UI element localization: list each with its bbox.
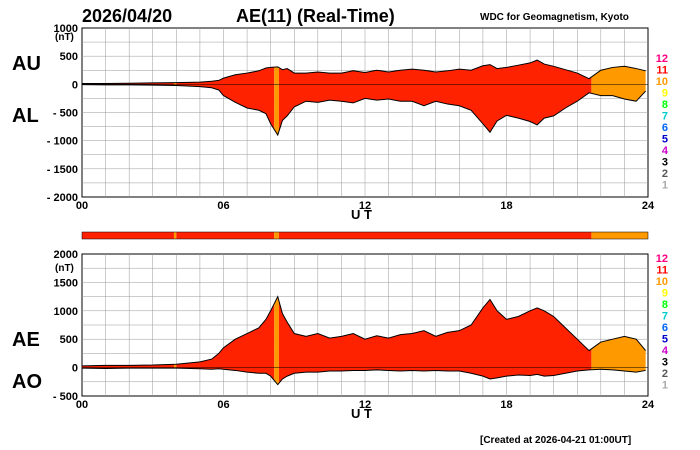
y-unit-label: (nT) bbox=[55, 263, 74, 274]
availability-segment bbox=[173, 232, 177, 239]
lower-series-label: AL bbox=[12, 105, 39, 127]
x-tick-label: 00 bbox=[76, 200, 88, 212]
source-label: WDC for Geomagnetism, Kyoto bbox=[480, 12, 629, 23]
y-tick-label: - 1000 bbox=[47, 136, 78, 148]
y-tick-label: 2000 bbox=[54, 249, 78, 261]
fill-segment bbox=[274, 60, 279, 136]
x-axis-label: U T bbox=[351, 406, 372, 421]
y-tick-label: - 500 bbox=[53, 391, 78, 403]
x-tick-label: 24 bbox=[642, 399, 655, 411]
station-count-label: 2 bbox=[662, 368, 668, 380]
availability-segment bbox=[591, 232, 648, 239]
series-line-ao bbox=[81, 367, 646, 386]
availability-segment bbox=[274, 232, 279, 239]
y-tick-label: 500 bbox=[60, 334, 78, 346]
station-count-label: 10 bbox=[656, 276, 668, 288]
station-count-label: 9 bbox=[662, 288, 668, 300]
station-count-label: 2 bbox=[662, 168, 668, 180]
x-tick-labels: 00 06 12 18 24 bbox=[76, 399, 655, 411]
station-count-label: 11 bbox=[656, 65, 668, 77]
y-tick-label: 1000 bbox=[54, 306, 78, 318]
availability-frame bbox=[81, 231, 649, 240]
y-tick-label: - 500 bbox=[53, 108, 78, 120]
series-line-ae bbox=[81, 295, 647, 367]
grid bbox=[82, 28, 648, 197]
station-count-label: 6 bbox=[662, 122, 668, 134]
station-count-label: 6 bbox=[662, 322, 668, 334]
station-count-label: 5 bbox=[662, 334, 668, 346]
y-tick-label: 0 bbox=[72, 79, 78, 91]
station-count-label: 11 bbox=[656, 265, 668, 277]
y-tick-label: 1500 bbox=[54, 277, 78, 289]
availability-segment bbox=[176, 232, 275, 239]
y-tick-label: - 1500 bbox=[47, 164, 78, 176]
station-count-label: 3 bbox=[662, 157, 668, 169]
station-count-label: 12 bbox=[656, 53, 668, 65]
station-count-label: 1 bbox=[662, 380, 668, 392]
x-tick-label: 06 bbox=[217, 399, 229, 411]
station-count-label: 3 bbox=[662, 357, 668, 369]
x-tick-label: 00 bbox=[76, 399, 88, 411]
x-tick-label: 18 bbox=[500, 399, 512, 411]
station-count-label: 7 bbox=[662, 311, 668, 323]
upper-series-label: AU bbox=[12, 53, 41, 75]
station-count-label: 7 bbox=[662, 111, 668, 123]
y-unit-label: (nT) bbox=[55, 32, 74, 43]
x-tick-label: 06 bbox=[217, 200, 229, 212]
x-tick-label: 12 bbox=[359, 200, 371, 212]
availability-segment bbox=[278, 232, 592, 239]
y-tick-labels: 2000 1500 1000 500 0 - 500 bbox=[53, 249, 78, 403]
y-tick-label: 0 bbox=[72, 363, 78, 375]
y-tick-label: 1000 bbox=[54, 23, 78, 35]
y-tick-label: - 2000 bbox=[47, 192, 78, 204]
upper-series-label: AE bbox=[12, 329, 40, 351]
station-count-label: 12 bbox=[656, 253, 668, 265]
station-count-label: 1 bbox=[662, 180, 668, 192]
station-count-label: 4 bbox=[662, 345, 669, 357]
y-tick-label: 500 bbox=[60, 51, 78, 63]
fill-segment bbox=[274, 296, 279, 385]
series-line-al bbox=[81, 84, 647, 137]
x-tick-label: 18 bbox=[500, 200, 512, 212]
x-tick-label: 24 bbox=[642, 200, 655, 212]
station-count-label: 5 bbox=[662, 134, 668, 146]
x-tick-label: 12 bbox=[359, 399, 371, 411]
station-count-label: 8 bbox=[662, 299, 668, 311]
y-tick-labels: 1000 500 0 - 500 - 1000 - 1500 - 2000 bbox=[47, 23, 78, 204]
x-tick-labels: 00 06 12 18 24 bbox=[76, 200, 655, 212]
station-count-label: 8 bbox=[662, 99, 668, 111]
series-line-au bbox=[82, 59, 646, 84]
x-axis-label: U T bbox=[351, 207, 372, 222]
station-count-label: 9 bbox=[662, 88, 668, 100]
availability-segment bbox=[82, 232, 174, 239]
station-count-label: 10 bbox=[656, 76, 668, 88]
date-label: 2026/04/20 bbox=[82, 6, 172, 26]
station-count-label: 4 bbox=[662, 145, 669, 157]
created-timestamp: [Created at 2026-04-21 01:00UT] bbox=[480, 435, 631, 446]
availability-bar bbox=[81, 231, 649, 240]
lower-series-label: AO bbox=[12, 371, 42, 393]
chart-title: AE(11) (Real-Time) bbox=[236, 6, 395, 26]
